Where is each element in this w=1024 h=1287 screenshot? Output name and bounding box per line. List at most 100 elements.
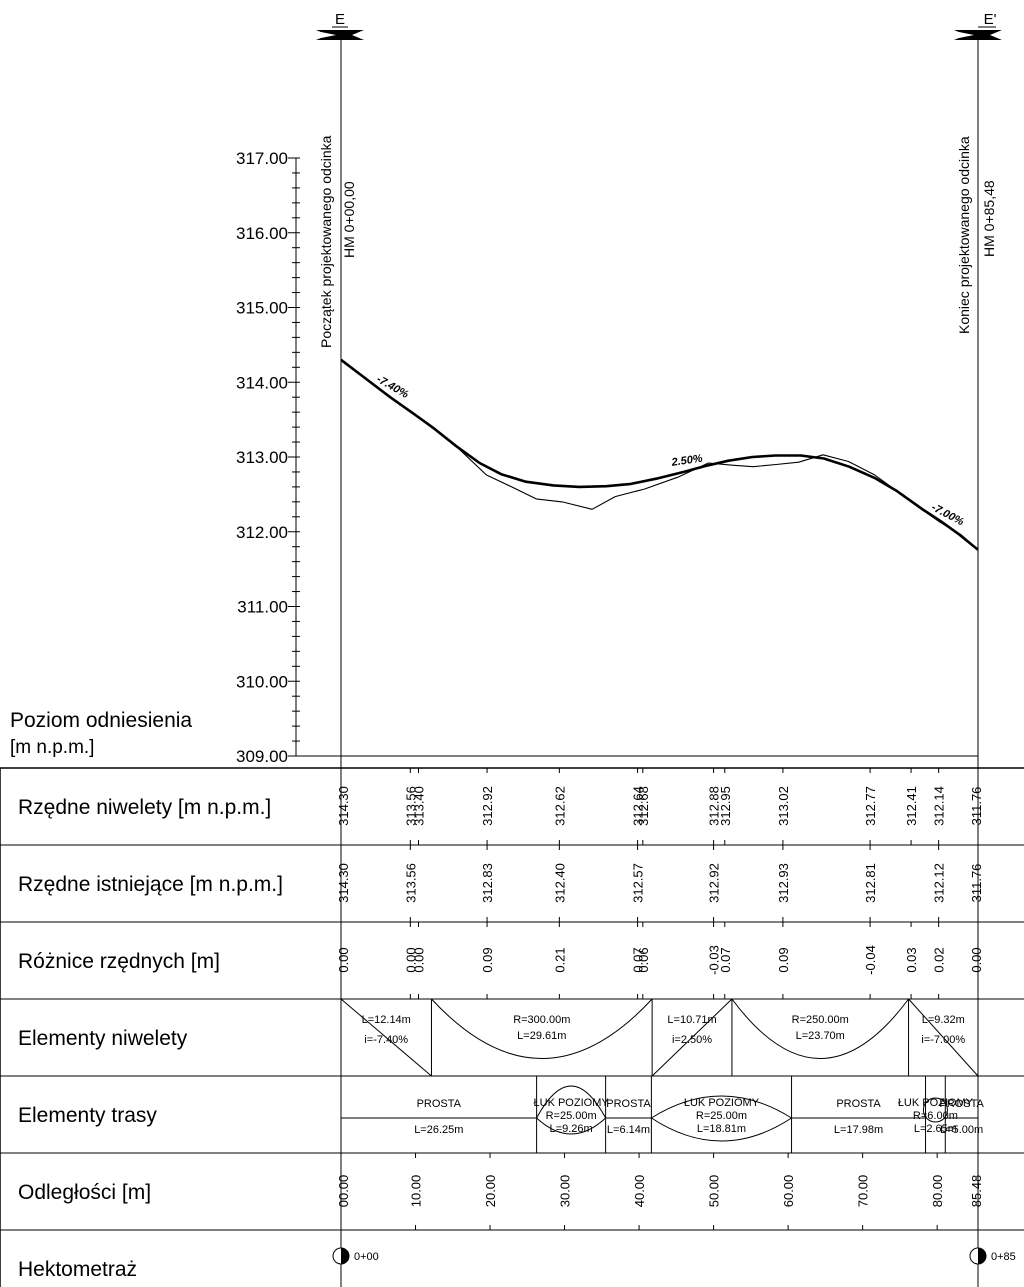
y-tick-label: 315.00 (236, 299, 288, 318)
grade-elevation-label: 312.68 (636, 786, 651, 826)
route-element-radius: R=6.00m (913, 1110, 958, 1122)
y-tick-label: 316.00 (236, 224, 288, 243)
route-element-length: L=6.14m (607, 1124, 650, 1136)
grade-elevation-label: 313.02 (776, 786, 791, 826)
route-element-type: PROSTA (606, 1098, 651, 1110)
difference-label: 0.00 (336, 947, 351, 972)
hectometer-marker-half (341, 1248, 349, 1264)
route-element-type: ŁUK POZIOMY (534, 1097, 610, 1109)
difference-label: 0.21 (552, 947, 567, 972)
existing-elevation-label: 313.56 (403, 863, 418, 903)
grade-diagonal (340, 998, 432, 1077)
horizontal-curve-arc (536, 1085, 607, 1119)
route-element-length: L=9.26m (550, 1123, 593, 1135)
grade-element-length: L=9.32m (922, 1014, 965, 1026)
design-grade-line (340, 358, 979, 551)
grade-elevation-label: 312.14 (932, 786, 947, 826)
route-element-type: ŁUK POZIOMY (684, 1097, 760, 1109)
row-label-grade-elevations: Rzędne niwelety [m n.p.m.] (18, 796, 271, 819)
y-tick-label: 310.00 (236, 672, 288, 691)
vertical-curve-length: L=29.61m (517, 1030, 566, 1042)
grade-elevation-label: 314.30 (336, 786, 351, 826)
existing-elevation-label: 312.12 (932, 863, 947, 903)
distance-label: 40.00 (632, 1175, 647, 1208)
distance-label: 10.00 (409, 1175, 424, 1208)
distance-label: 70.00 (856, 1175, 871, 1208)
row-label-existing-elevations: Rzędne istniejące [m n.p.m.] (18, 873, 283, 896)
vertical-curve-radius: R=300.00m (513, 1014, 570, 1026)
section-arrow-icon (316, 30, 364, 40)
route-element-radius: R=25.00m (696, 1110, 747, 1122)
profile-content: 317.00 316.00 315.00 314.00 313.00 312.00 311.… (236, 35, 1016, 1287)
grade-elevation-label: 312.41 (904, 786, 919, 826)
grade-percent-label: -7.40% (374, 373, 410, 401)
distance-label: 30.00 (558, 1175, 573, 1208)
existing-elevation-label: 312.40 (552, 863, 567, 903)
datum-unit: [m n.p.m.] (10, 737, 94, 758)
existing-elevation-label: 314.30 (336, 863, 351, 903)
existing-elevation-label: 312.81 (863, 863, 878, 903)
difference-label: -0.04 (863, 945, 878, 975)
difference-label: 0.00 (969, 947, 984, 972)
difference-label: 0.00 (412, 947, 427, 972)
y-tick-label: 311.00 (237, 598, 288, 617)
marker-end-letter: E' (984, 11, 997, 28)
marker-start-description: Początek projektowanego odcinka (318, 135, 334, 348)
vertical-curve-length: L=23.70m (796, 1030, 845, 1042)
vertical-curve-arc (731, 998, 909, 1059)
difference-label: 0.07 (718, 947, 733, 972)
grade-elevation-label: 312.92 (480, 786, 495, 826)
route-element-type: PROSTA (939, 1098, 984, 1110)
difference-label: 0.02 (932, 947, 947, 972)
grade-elevation-label: 312.95 (718, 786, 733, 826)
difference-label: 0.06 (636, 947, 651, 972)
distance-label: 60.00 (781, 1175, 796, 1208)
grade-element-slope: i=-7.00% (921, 1034, 965, 1046)
y-tick-label: 312.00 (236, 523, 288, 542)
difference-label: 0.09 (480, 947, 495, 972)
existing-elevation-label: 312.57 (631, 863, 646, 903)
marker-start-hm: HM 0+00,00 (341, 181, 357, 258)
distance-label: 00.00 (336, 1175, 351, 1208)
row-label-differences: Różnice rzędnych [m] (18, 950, 220, 973)
vertical-curve-radius: R=250.00m (792, 1014, 849, 1026)
existing-elevation-label: 312.83 (480, 863, 495, 903)
datum-label: Poziom odniesienia (10, 709, 192, 732)
distance-label: 85.48 (969, 1175, 984, 1208)
difference-label: 0.00 (403, 947, 418, 972)
grade-elevation-label: 312.88 (707, 786, 722, 826)
route-element-length: L=26.25m (414, 1124, 463, 1136)
difference-label: -0.03 (707, 945, 722, 975)
y-tick-label: 313.00 (236, 448, 288, 467)
route-element-length: L=17.98m (834, 1124, 883, 1136)
distance-label: 80.00 (930, 1175, 945, 1208)
hectometer-label: 0+85 (991, 1251, 1016, 1263)
existing-elevation-label: 312.92 (707, 863, 722, 903)
grade-percent-label: 2.50% (670, 453, 704, 469)
route-element-length: L=5.00m (940, 1124, 983, 1136)
y-tick-label: 309.00 (236, 747, 288, 766)
route-element-type: PROSTA (836, 1098, 881, 1110)
horizontal-curve-circle (922, 1097, 948, 1123)
grade-elevation-label: 312.77 (863, 786, 878, 826)
grade-percent-label: -7.00% (929, 501, 966, 528)
horizontal-curve-arc (536, 1117, 606, 1135)
route-element-type: ŁUK POZIOMY (898, 1097, 974, 1109)
row-label-distances: Odległości [m] (18, 1181, 151, 1204)
distance-label: 20.00 (483, 1175, 498, 1208)
horizontal-curve-arc (651, 1095, 792, 1119)
existing-elevation-label: 311.76 (969, 864, 984, 903)
marker-end-hm: HM 0+85,48 (981, 180, 997, 257)
grade-element-slope: i=-7.40% (364, 1034, 408, 1046)
existing-elevation-label: 312.93 (776, 863, 791, 903)
y-tick-label: 317.00 (236, 149, 288, 168)
difference-label: 0.03 (904, 947, 919, 972)
difference-label: 0.09 (776, 947, 791, 972)
row-label-grade-elements: Elementy niwelety (18, 1027, 188, 1050)
grade-element-slope: i=2.50% (672, 1034, 712, 1046)
route-element-radius: R=25.00m (546, 1110, 597, 1122)
grade-element-length: L=10.71m (667, 1014, 716, 1026)
vertical-curve-arc (431, 998, 653, 1059)
route-element-length: L=2.65m (914, 1123, 957, 1135)
